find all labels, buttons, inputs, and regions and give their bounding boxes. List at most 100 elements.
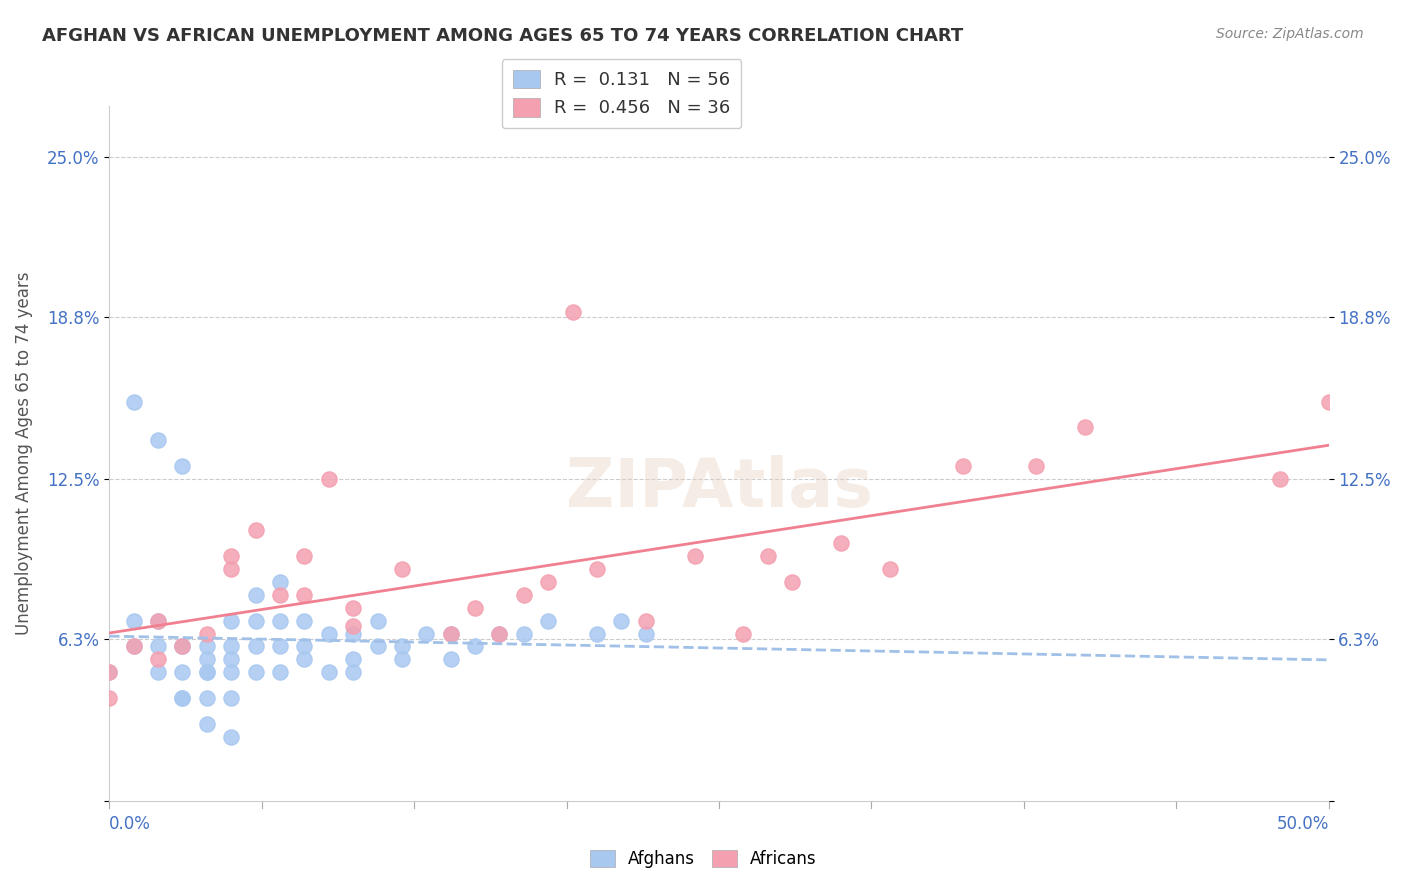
Point: [172, 640, 194, 654]
Point: [195, 665, 218, 680]
Point: [464, 640, 486, 654]
Point: [830, 536, 852, 550]
Point: [586, 562, 609, 576]
Point: [513, 626, 536, 640]
Point: [415, 626, 437, 640]
Point: [122, 640, 145, 654]
Point: [245, 665, 267, 680]
Point: [269, 665, 291, 680]
Point: [342, 600, 364, 615]
Point: [122, 614, 145, 628]
Point: [366, 640, 388, 654]
Point: [219, 614, 242, 628]
Point: [195, 690, 218, 705]
Point: [172, 665, 194, 680]
Point: [391, 640, 413, 654]
Point: [146, 614, 169, 628]
Point: [269, 574, 291, 589]
Point: [537, 614, 560, 628]
Point: [634, 614, 657, 628]
Point: [342, 619, 364, 633]
Point: [219, 652, 242, 666]
Point: [464, 600, 486, 615]
Point: [146, 640, 169, 654]
Point: [561, 304, 583, 318]
Point: [440, 652, 463, 666]
Point: [219, 562, 242, 576]
Point: [146, 434, 169, 448]
Point: [245, 640, 267, 654]
Point: [172, 640, 194, 654]
Text: ZIPAtlas: ZIPAtlas: [565, 455, 872, 521]
Point: [146, 652, 169, 666]
Text: 50.0%: 50.0%: [1277, 814, 1329, 833]
Point: [318, 626, 340, 640]
Point: [195, 640, 218, 654]
Text: 0.0%: 0.0%: [110, 814, 150, 833]
Point: [195, 626, 218, 640]
Point: [292, 549, 315, 564]
Point: [292, 614, 315, 628]
Legend: R =  0.131   N = 56, R =  0.456   N = 36: R = 0.131 N = 56, R = 0.456 N = 36: [502, 59, 741, 128]
Point: [292, 652, 315, 666]
Point: [172, 690, 194, 705]
Point: [366, 614, 388, 628]
Point: [245, 524, 267, 538]
Point: [1025, 459, 1047, 474]
Point: [172, 640, 194, 654]
Point: [342, 665, 364, 680]
Point: [245, 588, 267, 602]
Y-axis label: Unemployment Among Ages 65 to 74 years: Unemployment Among Ages 65 to 74 years: [15, 271, 32, 635]
Point: [488, 626, 510, 640]
Point: [219, 665, 242, 680]
Point: [269, 614, 291, 628]
Point: [440, 626, 463, 640]
Point: [219, 690, 242, 705]
Point: [440, 626, 463, 640]
Point: [195, 652, 218, 666]
Point: [318, 665, 340, 680]
Point: [122, 640, 145, 654]
Point: [780, 574, 803, 589]
Point: [634, 626, 657, 640]
Point: [756, 549, 779, 564]
Point: [292, 588, 315, 602]
Point: [195, 665, 218, 680]
Point: [98, 665, 121, 680]
Text: Source: ZipAtlas.com: Source: ZipAtlas.com: [1216, 27, 1364, 41]
Legend: Afghans, Africans: Afghans, Africans: [583, 843, 823, 875]
Point: [122, 394, 145, 409]
Point: [146, 614, 169, 628]
Point: [219, 549, 242, 564]
Text: AFGHAN VS AFRICAN UNEMPLOYMENT AMONG AGES 65 TO 74 YEARS CORRELATION CHART: AFGHAN VS AFRICAN UNEMPLOYMENT AMONG AGE…: [42, 27, 963, 45]
Point: [391, 562, 413, 576]
Point: [172, 459, 194, 474]
Point: [683, 549, 706, 564]
Point: [391, 652, 413, 666]
Point: [342, 626, 364, 640]
Point: [1317, 394, 1340, 409]
Point: [952, 459, 974, 474]
Point: [172, 690, 194, 705]
Point: [1074, 420, 1097, 434]
Point: [879, 562, 901, 576]
Point: [318, 472, 340, 486]
Point: [146, 665, 169, 680]
Point: [733, 626, 755, 640]
Point: [292, 640, 315, 654]
Point: [269, 588, 291, 602]
Point: [98, 665, 121, 680]
Point: [269, 640, 291, 654]
Point: [488, 626, 510, 640]
Point: [513, 588, 536, 602]
Point: [219, 730, 242, 744]
Point: [610, 614, 633, 628]
Point: [98, 690, 121, 705]
Point: [1268, 472, 1291, 486]
Point: [195, 716, 218, 731]
Point: [219, 640, 242, 654]
Point: [245, 614, 267, 628]
Point: [586, 626, 609, 640]
Point: [537, 574, 560, 589]
Point: [342, 652, 364, 666]
